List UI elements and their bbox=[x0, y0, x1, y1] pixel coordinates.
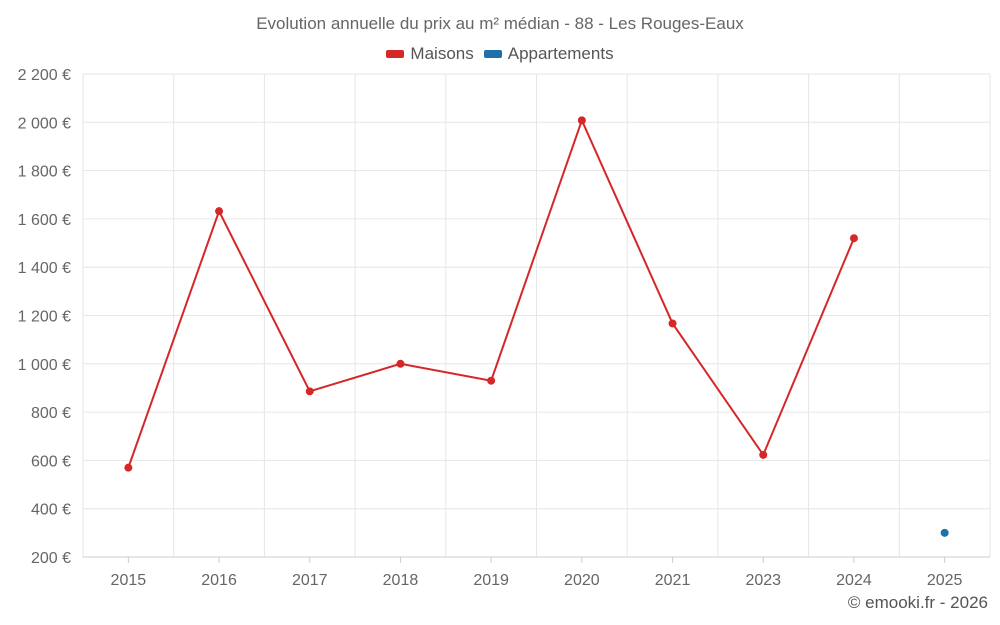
x-tick-label: 2021 bbox=[655, 572, 691, 589]
legend-label-appartements: Appartements bbox=[507, 44, 614, 63]
credit: © emooki.fr - 2026 bbox=[847, 593, 988, 612]
chart-title: Evolution annuelle du prix au m² médian … bbox=[256, 14, 744, 33]
legend-swatch-maisons bbox=[386, 50, 405, 58]
legend-label-maisons: Maisons bbox=[410, 44, 474, 63]
data-point bbox=[577, 116, 586, 125]
series-appartements bbox=[940, 528, 949, 537]
y-tick-label: 600 € bbox=[31, 453, 71, 470]
series-maisons bbox=[124, 116, 858, 472]
legend-swatch-appartements bbox=[483, 50, 502, 58]
y-tick-label: 1 400 € bbox=[18, 260, 71, 277]
y-tick-label: 400 € bbox=[31, 502, 71, 519]
y-tick-label: 2 200 € bbox=[18, 67, 71, 84]
x-tick-label: 2019 bbox=[473, 572, 509, 589]
data-point bbox=[849, 234, 858, 243]
data-point bbox=[759, 450, 768, 459]
y-tick-label: 1 200 € bbox=[18, 309, 71, 326]
data-point bbox=[124, 463, 133, 472]
data-point bbox=[305, 387, 314, 396]
y-tick-label: 2 000 € bbox=[18, 115, 71, 132]
x-tick-label: 2023 bbox=[745, 572, 781, 589]
x-tick-label: 2015 bbox=[111, 572, 147, 589]
series-line-maisons bbox=[127, 117, 855, 468]
data-point bbox=[940, 528, 949, 537]
x-tick-label: 2020 bbox=[564, 572, 600, 589]
y-tick-label: 1 600 € bbox=[18, 212, 71, 229]
x-tick-label: 2025 bbox=[927, 572, 963, 589]
y-tick-label: 1 800 € bbox=[18, 164, 71, 181]
x-tick-label: 2024 bbox=[836, 572, 872, 589]
data-point bbox=[487, 376, 496, 385]
legend: Maisons Appartements bbox=[0, 44, 1000, 64]
data-point bbox=[215, 207, 224, 216]
x-tick-label: 2017 bbox=[292, 572, 328, 589]
y-tick-label: 1 000 € bbox=[18, 357, 71, 374]
y-tick-label: 800 € bbox=[31, 405, 71, 422]
legend-item-maisons[interactable]: Maisons bbox=[386, 44, 474, 64]
y-tick-label: 200 € bbox=[31, 550, 71, 567]
legend-item-appartements[interactable]: Appartements bbox=[483, 44, 614, 64]
data-point bbox=[668, 319, 677, 328]
x-tick-label: 2016 bbox=[201, 572, 237, 589]
data-point bbox=[396, 359, 405, 368]
x-tick-label: 2018 bbox=[383, 572, 419, 589]
